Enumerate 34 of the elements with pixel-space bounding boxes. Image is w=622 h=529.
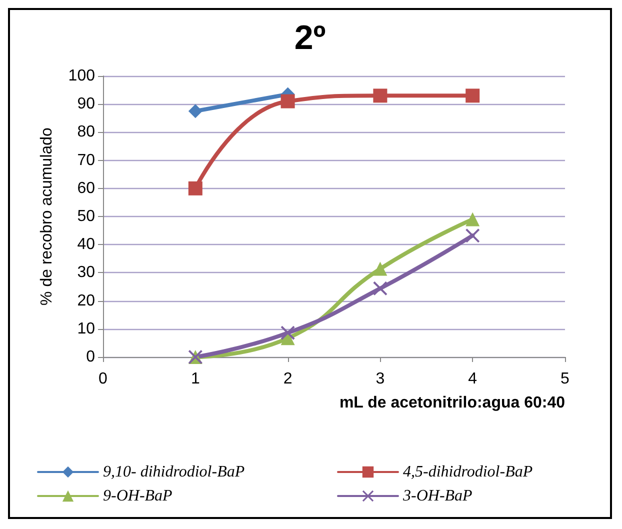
point (280, 94, 295, 108)
point (188, 181, 202, 196)
legend-label: 3-OH-BaP (402, 488, 473, 504)
y-tick-label: 40 (77, 236, 96, 254)
chart-title: 2º (294, 19, 326, 57)
x-tick-label: 2 (283, 370, 292, 388)
legend-label: 9-OH-BaP (103, 488, 173, 504)
y-axis-title: % de recobro acumulado (38, 127, 56, 306)
point (373, 281, 388, 296)
point (466, 88, 480, 103)
y-tick-label: 60 (77, 180, 96, 197)
y-tick-label: 20 (77, 292, 96, 310)
x-tick-label: 5 (560, 370, 570, 388)
x-axis-title: mL de acetonitrilo:agua 60:40 (339, 394, 566, 412)
y-tick-label: 30 (77, 264, 96, 282)
point (373, 88, 388, 103)
point (373, 262, 388, 276)
legend-label: 4,5-dihidrodiol-BaP (403, 464, 533, 480)
point (188, 104, 202, 118)
point (466, 212, 480, 226)
y-tick-label: 100 (68, 68, 96, 84)
x-tick-label: 4 (468, 370, 478, 388)
x-tick-label: 3 (376, 370, 385, 388)
y-tick-label: 50 (77, 208, 96, 225)
point (466, 228, 480, 243)
y-tick-label: 0 (86, 348, 96, 366)
point (280, 326, 295, 340)
y-tick-label: 70 (77, 152, 96, 169)
y-tick-label: 90 (77, 96, 96, 113)
legend-label: 9,10- dihidrodiol-BaP (103, 464, 245, 480)
y-tick-label: 80 (77, 124, 96, 141)
y-tick-label: 10 (77, 320, 96, 338)
x-tick-label: 0 (98, 370, 108, 388)
x-tick-label: 1 (190, 370, 200, 388)
